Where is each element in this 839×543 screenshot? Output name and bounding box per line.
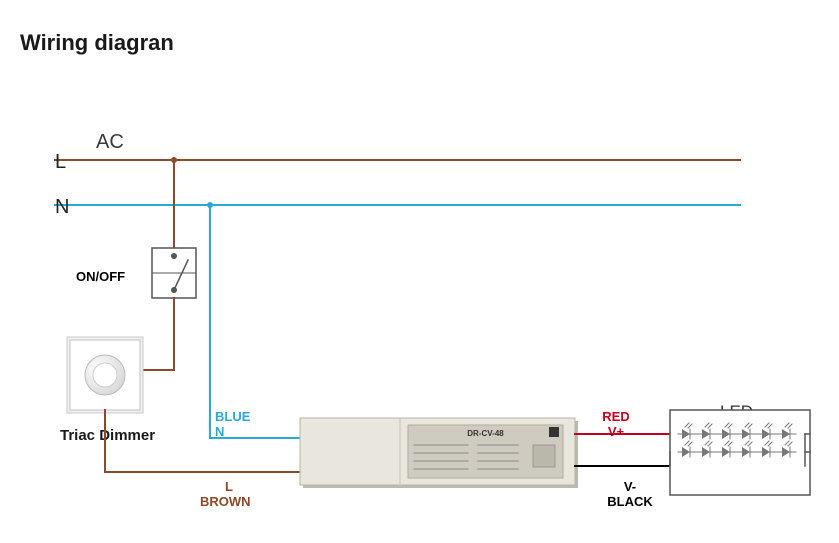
red-label: RED	[602, 409, 629, 424]
dimmer-dial-inner	[93, 363, 117, 387]
driver-model: DR-CV-48	[467, 429, 504, 438]
l-brown-l: L	[225, 479, 233, 494]
black-label: BLACK	[607, 494, 653, 509]
driver-icon	[533, 445, 555, 467]
junction	[207, 202, 213, 208]
wiring-diagram: Wiring diagran AC L N ON/OFF Triac Dimmer BLUE…	[0, 0, 839, 543]
onoff-label: ON/OFF	[76, 269, 125, 284]
ac-label: AC	[96, 131, 124, 153]
page-title: Wiring diagran	[20, 30, 174, 55]
triac-dimmer-label: Triac Dimmer	[60, 427, 155, 444]
blue-label: BLUE	[215, 409, 251, 424]
vminus-label: V-	[624, 479, 636, 494]
driver-logo	[549, 427, 559, 437]
l-brown-label: BROWN	[200, 494, 251, 509]
vplus-label: V+	[608, 424, 625, 439]
blue-n-label: N	[215, 424, 224, 439]
n-label: N	[55, 196, 69, 218]
junction	[171, 157, 177, 163]
switch-terminal	[171, 253, 177, 259]
l-label: L	[55, 151, 66, 173]
